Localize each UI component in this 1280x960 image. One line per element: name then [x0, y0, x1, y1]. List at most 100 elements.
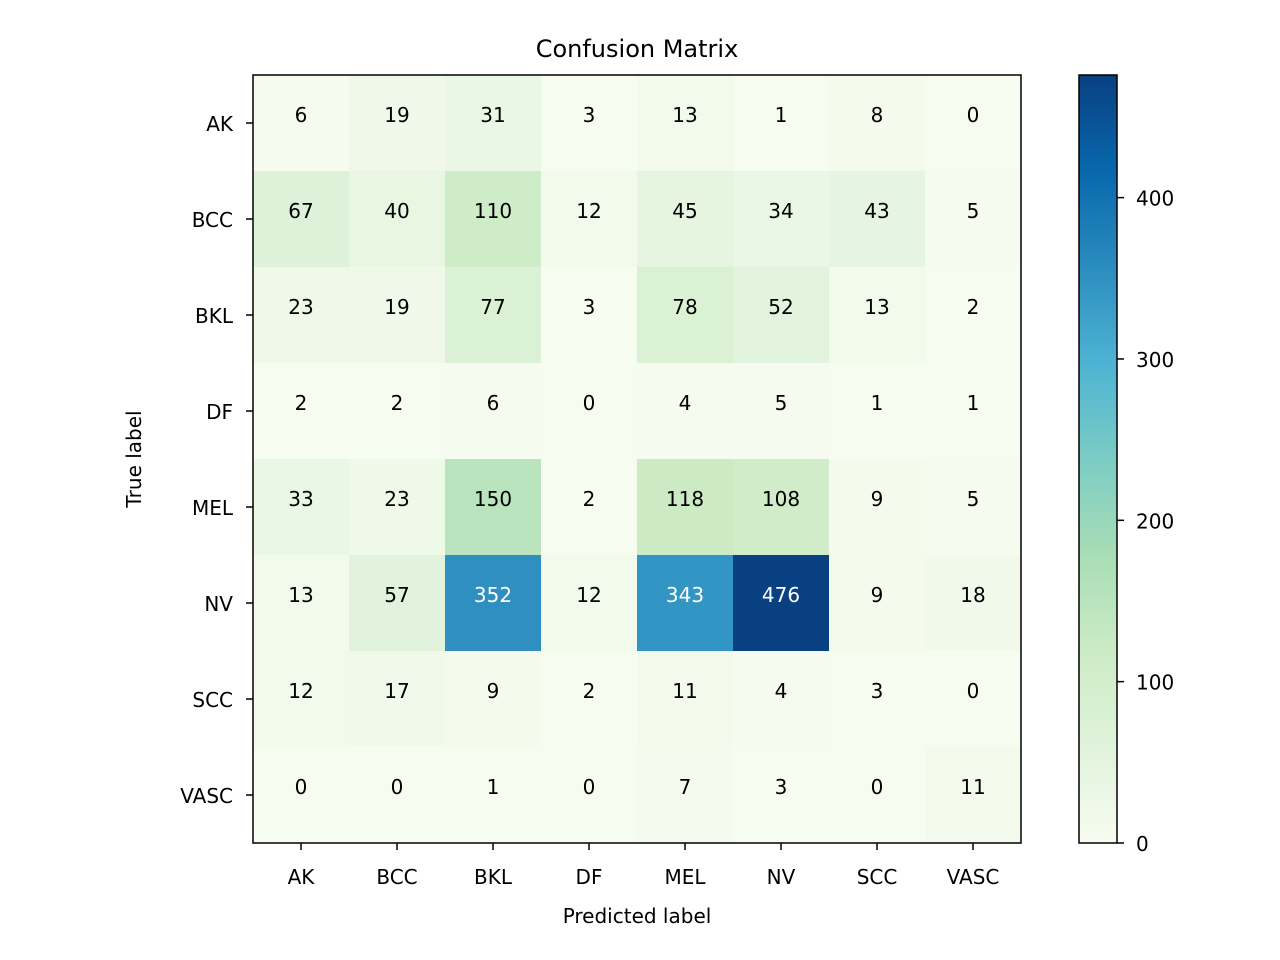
cell-value-label: 5: [967, 487, 980, 511]
heatmap-cell-mel-ak: [253, 459, 350, 556]
cell-value-label: 11: [960, 775, 985, 799]
cell-value-label: 11: [672, 679, 697, 703]
cell-value-label: 8: [871, 103, 884, 127]
heatmap-cell-df-scc: [829, 363, 926, 460]
cell-value-label: 2: [295, 391, 308, 415]
heatmap-cell-df-nv: [733, 363, 830, 460]
cell-value-label: 19: [384, 103, 409, 127]
heatmap-cell-ak-df: [541, 75, 638, 172]
heatmap-cell-ak-ak: [253, 75, 350, 172]
heatmap-cell-bcc-bkl: [445, 171, 542, 268]
cell-value-label: 34: [768, 199, 793, 223]
heatmap-cell-ak-bcc: [349, 75, 446, 172]
cell-value-label: 18: [960, 583, 985, 607]
heatmap-cell-bkl-bkl: [445, 267, 542, 364]
cell-value-label: 110: [474, 199, 512, 223]
cell-value-label: 0: [583, 391, 596, 415]
cell-value-label: 1: [775, 103, 788, 127]
heatmap-cell-ak-vasc: [925, 75, 1022, 172]
heatmap-cell-mel-vasc: [925, 459, 1022, 556]
x-tick-label: DF: [576, 865, 603, 889]
cell-value-label: 4: [679, 391, 692, 415]
heatmap-cell-vasc-vasc: [925, 747, 1022, 844]
cell-value-label: 6: [295, 103, 308, 127]
y-tick-label: BCC: [192, 208, 233, 232]
heatmap-cell-nv-vasc: [925, 555, 1022, 652]
cell-value-label: 33: [288, 487, 313, 511]
cell-value-label: 12: [576, 199, 601, 223]
cell-value-label: 12: [288, 679, 313, 703]
cell-value-label: 9: [871, 583, 884, 607]
heatmap-cell-df-bcc: [349, 363, 446, 460]
heatmap-cell-bkl-bcc: [349, 267, 446, 364]
cell-value-label: 1: [487, 775, 500, 799]
heatmap-cell-bkl-vasc: [925, 267, 1022, 364]
y-tick-label: SCC: [192, 688, 233, 712]
cell-value-label: 52: [768, 295, 793, 319]
heatmap-cell-nv-scc: [829, 555, 926, 652]
cell-value-label: 0: [391, 775, 404, 799]
heatmap-cell-bkl-mel: [637, 267, 734, 364]
colorbar-tick-label: 300: [1136, 348, 1174, 372]
heatmap-cell-nv-nv: [733, 555, 830, 652]
cell-value-label: 7: [679, 775, 692, 799]
heatmap-cells: [253, 75, 1022, 844]
cell-value-label: 17: [384, 679, 409, 703]
x-axis-ticks: AK BCC BKL DF MEL NV SCC VASC: [288, 843, 999, 889]
heatmap-cell-bcc-ak: [253, 171, 350, 268]
heatmap-cell-df-mel: [637, 363, 734, 460]
cell-value-label: 23: [288, 295, 313, 319]
heatmap-cell-ak-mel: [637, 75, 734, 172]
heatmap-cell-nv-df: [541, 555, 638, 652]
cell-value-label: 118: [666, 487, 704, 511]
heatmap-cell-vasc-nv: [733, 747, 830, 844]
cell-value-label: 1: [967, 391, 980, 415]
cell-value-label: 343: [666, 583, 704, 607]
heatmap-cell-vasc-mel: [637, 747, 734, 844]
cell-value-label: 31: [480, 103, 505, 127]
cell-value-label: 2: [391, 391, 404, 415]
cell-value-label: 13: [288, 583, 313, 607]
x-tick-label: AK: [288, 865, 316, 889]
colorbar-tick-label: 100: [1136, 671, 1174, 695]
cell-value-label: 0: [871, 775, 884, 799]
y-axis-label: True label: [122, 410, 146, 508]
heatmap-cell-df-vasc: [925, 363, 1022, 460]
heatmap-cell-nv-ak: [253, 555, 350, 652]
y-tick-label: DF: [206, 400, 233, 424]
heatmap-cell-vasc-ak: [253, 747, 350, 844]
heatmap-cell-labels: 6 19 31 3 13 1 8 067 40 110 12 45 34 43 523 19 77 3 78 52 13…: [288, 103, 985, 799]
cell-value-label: 3: [871, 679, 884, 703]
x-axis-label: Predicted label: [563, 904, 712, 928]
cell-value-label: 1: [871, 391, 884, 415]
heatmap-cell-scc-bkl: [445, 651, 542, 748]
heatmap-cell-mel-mel: [637, 459, 734, 556]
cell-value-label: 0: [295, 775, 308, 799]
x-tick-label: MEL: [664, 865, 706, 889]
cell-value-label: 352: [474, 583, 512, 607]
x-tick-label: SCC: [857, 865, 898, 889]
cell-value-label: 9: [871, 487, 884, 511]
heatmap-cell-mel-df: [541, 459, 638, 556]
cell-value-label: 78: [672, 295, 697, 319]
x-tick-label: BCC: [376, 865, 417, 889]
heatmap-cell-bcc-vasc: [925, 171, 1022, 268]
cell-value-label: 40: [384, 199, 409, 223]
heatmap-cell-bcc-df: [541, 171, 638, 268]
cell-value-label: 23: [384, 487, 409, 511]
colorbar-tick-label: 0: [1136, 832, 1149, 856]
chart-title: Confusion Matrix: [536, 35, 739, 63]
heatmap-cell-bcc-mel: [637, 171, 734, 268]
heatmap-cell-bcc-nv: [733, 171, 830, 268]
cell-value-label: 12: [576, 583, 601, 607]
cell-value-label: 3: [775, 775, 788, 799]
y-axis-ticks: AK BCC BKL DF MEL NV SCC VASC: [180, 112, 253, 808]
heatmap-cell-bkl-ak: [253, 267, 350, 364]
cell-value-label: 57: [384, 583, 409, 607]
cell-value-label: 5: [775, 391, 788, 415]
heatmap-cell-bkl-nv: [733, 267, 830, 364]
heatmap-cell-vasc-bcc: [349, 747, 446, 844]
plot-frame: [252, 74, 1022, 844]
heatmap-cell-ak-nv: [733, 75, 830, 172]
